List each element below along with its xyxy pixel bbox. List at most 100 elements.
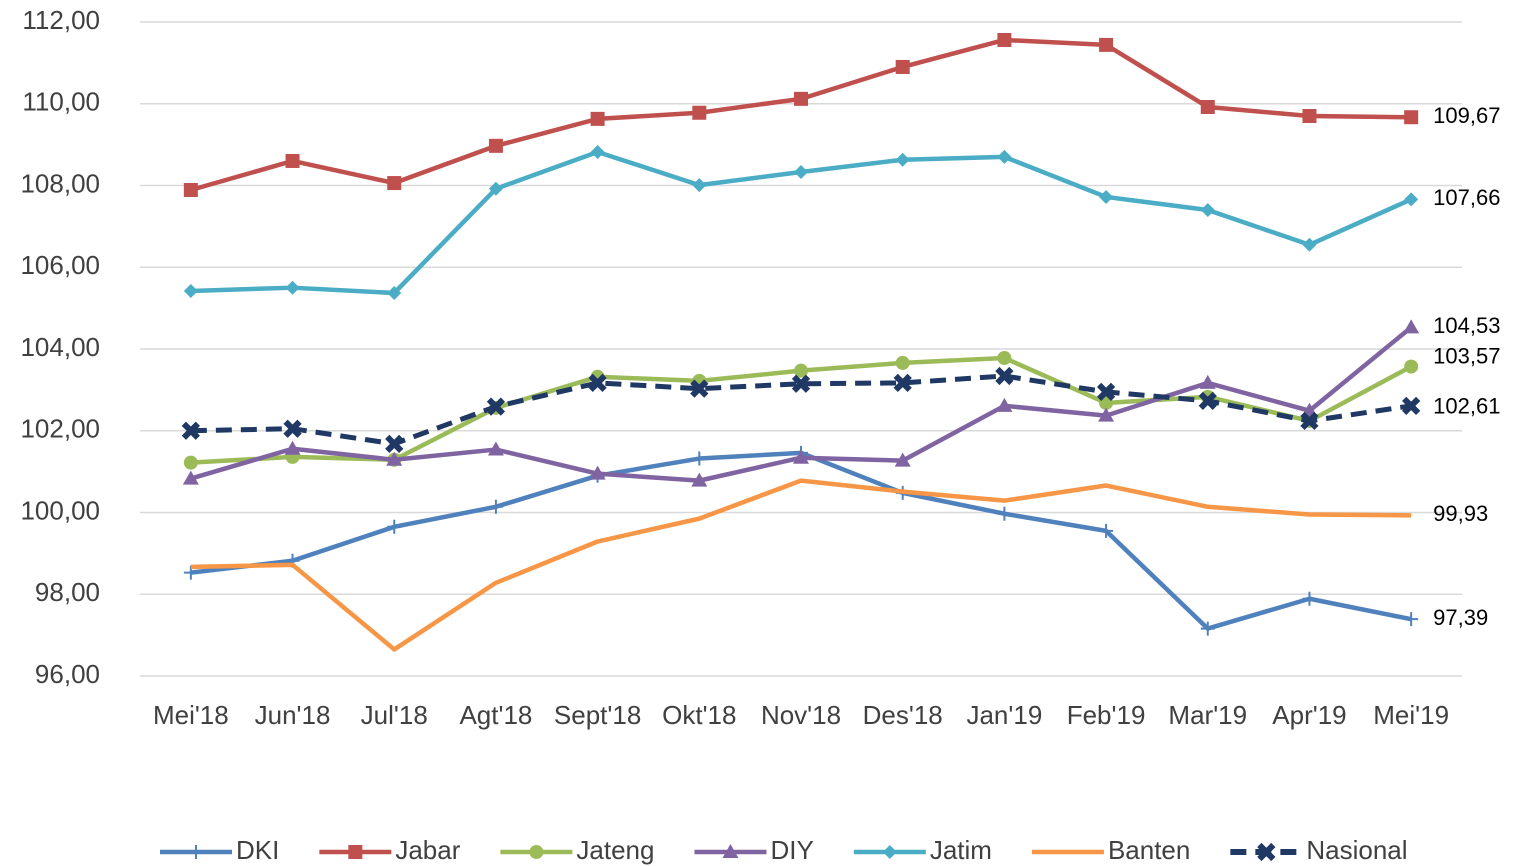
legend-label: Jateng bbox=[576, 835, 654, 865]
data-label: 107,66 bbox=[1433, 185, 1500, 210]
series: 97,39 bbox=[183, 445, 1488, 636]
x-tick-label: Agt'18 bbox=[459, 700, 532, 730]
marker bbox=[589, 465, 606, 480]
marker bbox=[895, 355, 910, 370]
y-tick-label: 108,00 bbox=[20, 168, 100, 198]
marker bbox=[1402, 396, 1421, 415]
marker bbox=[1302, 591, 1317, 606]
marker bbox=[997, 506, 1012, 521]
marker bbox=[793, 449, 809, 464]
marker bbox=[488, 138, 503, 153]
x-tick-label: Jul'18 bbox=[361, 700, 428, 730]
data-label: 99,93 bbox=[1433, 501, 1488, 526]
marker bbox=[1300, 411, 1319, 431]
marker bbox=[1404, 359, 1419, 374]
marker bbox=[590, 144, 605, 159]
marker bbox=[387, 519, 402, 534]
marker bbox=[487, 441, 504, 456]
marker bbox=[1200, 203, 1215, 218]
x-tick-label: Jan'19 bbox=[966, 700, 1042, 730]
y-tick-label: 96,00 bbox=[35, 659, 100, 689]
marker bbox=[183, 565, 198, 580]
marker bbox=[1404, 612, 1419, 627]
legend-label: DIY bbox=[770, 835, 813, 865]
marker bbox=[1199, 374, 1216, 389]
marker bbox=[1099, 37, 1114, 52]
marker bbox=[1257, 842, 1276, 862]
marker bbox=[183, 283, 198, 298]
marker bbox=[692, 178, 707, 193]
marker bbox=[189, 845, 203, 859]
marker bbox=[692, 451, 707, 466]
x-tick-label: Okt'18 bbox=[662, 700, 736, 730]
x-tick-label: Mar'19 bbox=[1168, 700, 1247, 730]
x-tick-label: Feb'19 bbox=[1067, 700, 1146, 730]
series: 109,67 bbox=[183, 32, 1500, 197]
marker bbox=[529, 845, 544, 859]
x-tick-label: Nov'18 bbox=[761, 700, 841, 730]
marker bbox=[996, 397, 1013, 412]
marker bbox=[692, 105, 707, 120]
marker bbox=[1099, 189, 1114, 204]
marker bbox=[182, 470, 199, 485]
marker bbox=[895, 152, 910, 167]
marker bbox=[1098, 407, 1115, 422]
y-tick-label: 100,00 bbox=[20, 495, 100, 525]
y-tick-label: 104,00 bbox=[20, 332, 100, 362]
marker bbox=[794, 165, 808, 180]
marker bbox=[1198, 391, 1217, 411]
marker bbox=[590, 111, 605, 126]
legend-label: Banten bbox=[1108, 835, 1190, 865]
marker bbox=[1200, 621, 1215, 636]
series-line bbox=[190, 478, 1412, 652]
marker bbox=[387, 176, 402, 191]
marker bbox=[894, 452, 911, 467]
y-tick-label: 112,00 bbox=[22, 5, 100, 35]
legend-label: Nasional bbox=[1306, 835, 1407, 865]
marker bbox=[690, 379, 709, 398]
marker bbox=[1404, 192, 1419, 207]
marker bbox=[348, 845, 363, 859]
x-tick-label: Sept'18 bbox=[554, 700, 641, 730]
y-tick-label: 98,00 bbox=[35, 577, 100, 607]
data-label: 109,67 bbox=[1433, 103, 1500, 128]
marker bbox=[1302, 237, 1317, 252]
legend-label: DKI bbox=[236, 835, 279, 865]
marker bbox=[1099, 523, 1114, 538]
x-tick-label: Des'18 bbox=[863, 700, 943, 730]
marker bbox=[385, 434, 404, 453]
marker bbox=[183, 182, 198, 197]
data-label: 97,39 bbox=[1433, 605, 1488, 630]
marker bbox=[997, 149, 1012, 164]
x-tick-label: Jun'18 bbox=[255, 700, 331, 730]
marker bbox=[181, 421, 200, 440]
marker bbox=[995, 366, 1014, 386]
marker bbox=[997, 350, 1012, 365]
marker bbox=[691, 472, 708, 487]
marker bbox=[488, 181, 503, 196]
data-label: 103,57 bbox=[1433, 343, 1500, 368]
marker bbox=[488, 499, 503, 514]
marker bbox=[895, 59, 910, 74]
y-tick-label: 110,00 bbox=[22, 87, 100, 117]
series: 107,66 bbox=[183, 144, 1500, 301]
series: 103,57 bbox=[183, 343, 1500, 470]
marker bbox=[283, 419, 302, 438]
data-label: 104,53 bbox=[1433, 313, 1500, 338]
x-tick-label: Mei'19 bbox=[1373, 700, 1449, 730]
marker bbox=[486, 397, 506, 416]
marker bbox=[722, 844, 739, 858]
y-tick-label: 102,00 bbox=[20, 414, 100, 444]
x-tick-label: Mei'18 bbox=[153, 700, 229, 730]
marker bbox=[1403, 319, 1420, 334]
marker bbox=[285, 280, 300, 295]
data-label: 102,61 bbox=[1433, 394, 1500, 419]
series: 99,93 bbox=[190, 478, 1488, 652]
series: 104,53 bbox=[182, 313, 1500, 487]
marker bbox=[882, 845, 897, 859]
marker bbox=[387, 286, 402, 301]
marker bbox=[1302, 109, 1317, 124]
x-tick-label: Apr'19 bbox=[1272, 700, 1346, 730]
marker bbox=[791, 374, 811, 393]
